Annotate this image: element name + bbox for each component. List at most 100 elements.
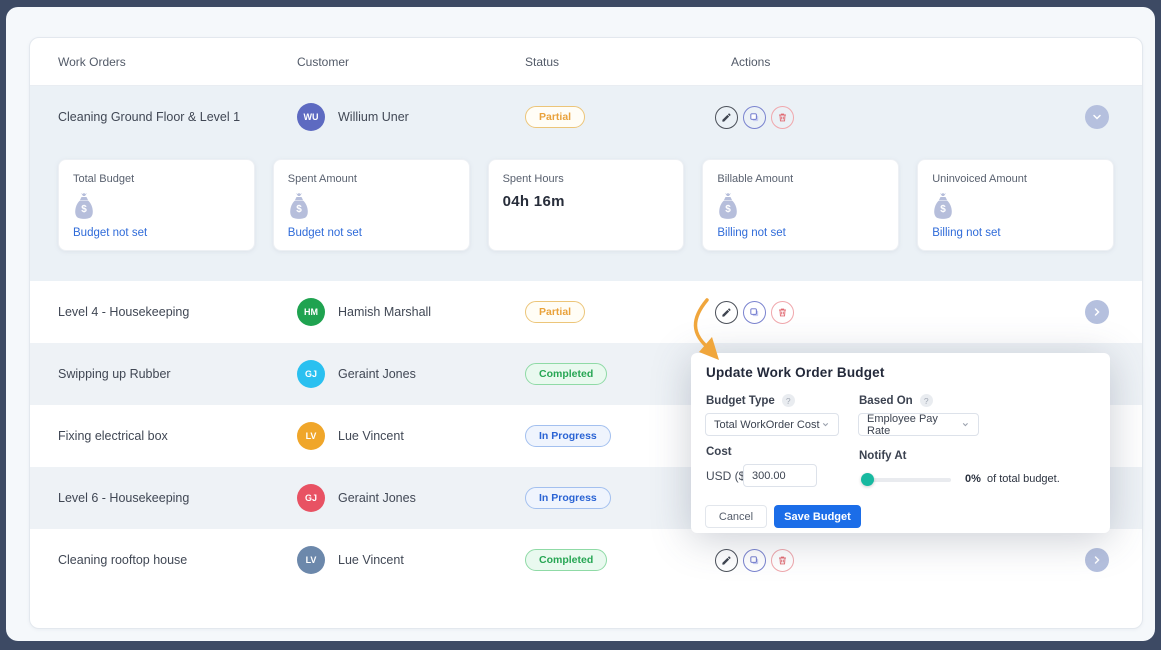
- delete-button[interactable]: [771, 300, 794, 324]
- budget-type-select[interactable]: Total WorkOrder Cost: [705, 413, 839, 436]
- chevron-down-icon: [822, 422, 829, 427]
- duplicate-button[interactable]: [743, 300, 766, 324]
- customer-name: Lue Vincent: [338, 429, 404, 443]
- table-row[interactable]: Cleaning rooftop house LV Lue Vincent Co…: [30, 529, 1142, 591]
- based-on-label: Based On: [859, 394, 913, 407]
- avatar: GJ: [297, 360, 325, 388]
- spent-amount-card: Spent Amount $ Budget not set: [272, 159, 470, 251]
- billing-not-set-link[interactable]: Billing not set: [717, 227, 786, 239]
- chevron-right-icon: [1094, 556, 1100, 564]
- avatar: LV: [297, 546, 325, 574]
- work-order-title: Level 4 - Housekeeping: [58, 305, 190, 319]
- table-row[interactable]: Fixing electrical box LV Lue Vincent In …: [30, 405, 1142, 467]
- app-window: Work Orders Customer Status Actions Clea…: [6, 7, 1155, 641]
- budget-type-value: Total WorkOrder Cost: [714, 418, 820, 431]
- cancel-button[interactable]: Cancel: [705, 505, 767, 528]
- table-row[interactable]: Cleaning Ground Floor & Level 1 WU Willi…: [30, 86, 1142, 148]
- trash-icon: [779, 113, 786, 121]
- avatar: WU: [297, 103, 325, 131]
- help-icon[interactable]: ?: [919, 394, 933, 407]
- duplicate-button[interactable]: [743, 548, 766, 572]
- status-badge: Partial: [525, 301, 586, 323]
- expand-row-button[interactable]: [1085, 300, 1109, 324]
- collapse-row-button[interactable]: [1085, 105, 1109, 129]
- customer-name: Geraint Jones: [338, 367, 416, 381]
- billing-not-set-link[interactable]: Billing not set: [932, 227, 1001, 239]
- edit-button[interactable]: [715, 300, 738, 324]
- currency-label: USD ($): [706, 469, 750, 483]
- budget-not-set-link[interactable]: Budget not set: [73, 227, 148, 239]
- customer-name: Geraint Jones: [338, 491, 416, 505]
- expanded-budget-section: Total Budget $ Budget not set Spent Amou…: [30, 148, 1142, 281]
- delete-button[interactable]: [771, 105, 794, 129]
- based-on-select[interactable]: Employee Pay Rate: [858, 412, 979, 437]
- delete-button[interactable]: [771, 548, 794, 572]
- budget-type-label: Budget Type: [706, 394, 775, 407]
- column-header-status: Status: [525, 54, 560, 69]
- copy-icon: [750, 555, 759, 564]
- cost-label: Cost: [706, 446, 732, 458]
- work-order-title: Level 6 - Housekeeping: [58, 491, 190, 505]
- customer-name: Lue Vincent: [338, 553, 404, 567]
- avatar: HM: [297, 298, 325, 326]
- help-icon[interactable]: ?: [781, 394, 795, 407]
- edit-button[interactable]: [715, 105, 738, 129]
- work-order-title: Cleaning rooftop house: [58, 553, 188, 567]
- spent-hours-value: 04h 16m: [502, 193, 565, 210]
- uninvoiced-amount-card: Uninvoiced Amount $ Billing not set: [917, 159, 1114, 251]
- work-order-title: Fixing electrical box: [58, 429, 168, 443]
- card-label: Billable Amount: [717, 173, 794, 185]
- customer-name: Willium Uner: [338, 110, 409, 124]
- column-header-work-orders: Work Orders: [58, 54, 126, 69]
- work-order-title: Swipping up Rubber: [58, 367, 171, 381]
- notify-percent-value: 0%: [965, 473, 981, 485]
- slider-handle[interactable]: [861, 473, 874, 486]
- notify-at-label: Notify At: [859, 450, 907, 462]
- svg-text:$: $: [81, 204, 87, 215]
- column-header-customer: Customer: [297, 54, 350, 69]
- status-badge: In Progress: [525, 487, 611, 509]
- budget-not-set-link[interactable]: Budget not set: [287, 227, 362, 239]
- money-bag-icon: $: [75, 193, 93, 219]
- table-header: Work Orders Customer Status Actions: [30, 38, 1142, 86]
- card-label: Spent Hours: [502, 173, 564, 185]
- table-row[interactable]: Level 4 - Housekeeping HM Hamish Marshal…: [30, 281, 1142, 343]
- copy-icon: [750, 307, 759, 316]
- based-on-value: Employee Pay Rate: [867, 412, 938, 437]
- duplicate-button[interactable]: [743, 105, 766, 129]
- status-badge: Completed: [525, 549, 608, 571]
- update-work-order-budget-modal: Update Work Order Budget Budget Type ? B…: [691, 353, 1110, 533]
- status-badge: Partial: [525, 106, 586, 128]
- cost-input[interactable]: [743, 464, 817, 487]
- trash-icon: [779, 308, 786, 316]
- card-label: Spent Amount: [287, 173, 357, 185]
- card-label: Uninvoiced Amount: [932, 173, 1027, 185]
- svg-text:$: $: [296, 204, 302, 215]
- notify-at-slider[interactable]: [861, 473, 951, 486]
- chevron-down-icon: [963, 423, 969, 427]
- billable-amount-card: Billable Amount $ Billing not set: [702, 159, 900, 251]
- money-bag-icon: $: [290, 193, 308, 219]
- customer-name: Hamish Marshall: [338, 305, 432, 319]
- chevron-down-icon: [1093, 114, 1101, 120]
- pencil-icon: [722, 307, 731, 317]
- notify-percent-suffix: of total budget.: [987, 473, 1060, 485]
- spent-hours-card: Spent Hours 04h 16m: [487, 159, 685, 251]
- modal-title: Update Work Order Budget: [706, 365, 885, 380]
- total-budget-card: Total Budget $ Budget not set: [58, 159, 255, 251]
- edit-button[interactable]: [715, 548, 738, 572]
- copy-icon: [750, 112, 759, 121]
- chevron-right-icon: [1094, 308, 1100, 316]
- save-budget-button[interactable]: Save Budget: [774, 505, 861, 528]
- work-orders-table: Work Orders Customer Status Actions Clea…: [29, 37, 1143, 629]
- status-badge: In Progress: [525, 425, 611, 447]
- work-order-title: Cleaning Ground Floor & Level 1: [58, 110, 241, 124]
- money-bag-icon: $: [934, 193, 952, 219]
- expand-row-button[interactable]: [1085, 548, 1109, 572]
- trash-icon: [779, 556, 786, 564]
- pencil-icon: [722, 112, 731, 122]
- money-bag-icon: $: [719, 193, 738, 219]
- svg-text:$: $: [940, 204, 946, 215]
- card-label: Total Budget: [73, 173, 135, 185]
- avatar: LV: [297, 422, 325, 450]
